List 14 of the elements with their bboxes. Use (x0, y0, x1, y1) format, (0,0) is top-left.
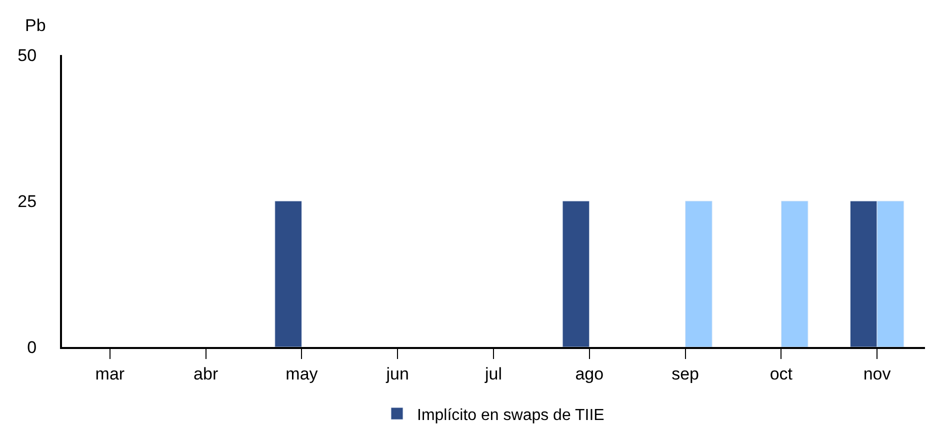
x-tick-label: may (286, 364, 318, 384)
y-axis-title: Pb (25, 16, 46, 35)
x-tick-label: ago (575, 364, 604, 384)
legend-label: Implícito en swaps de TIIE (417, 406, 604, 424)
x-tick-label: mar (95, 364, 125, 384)
y-tick-label: 25 (18, 192, 37, 211)
x-tick-label: oct (770, 364, 793, 384)
x-tick-label: abr (194, 364, 218, 384)
x-tick-label: nov (863, 364, 892, 384)
y-tick-label: 0 (27, 338, 37, 357)
x-tick-label: jun (385, 364, 409, 384)
x-tick-label: jul (484, 364, 502, 384)
y-tick-label: 50 (18, 46, 37, 65)
x-tick-label: sep (672, 364, 699, 384)
